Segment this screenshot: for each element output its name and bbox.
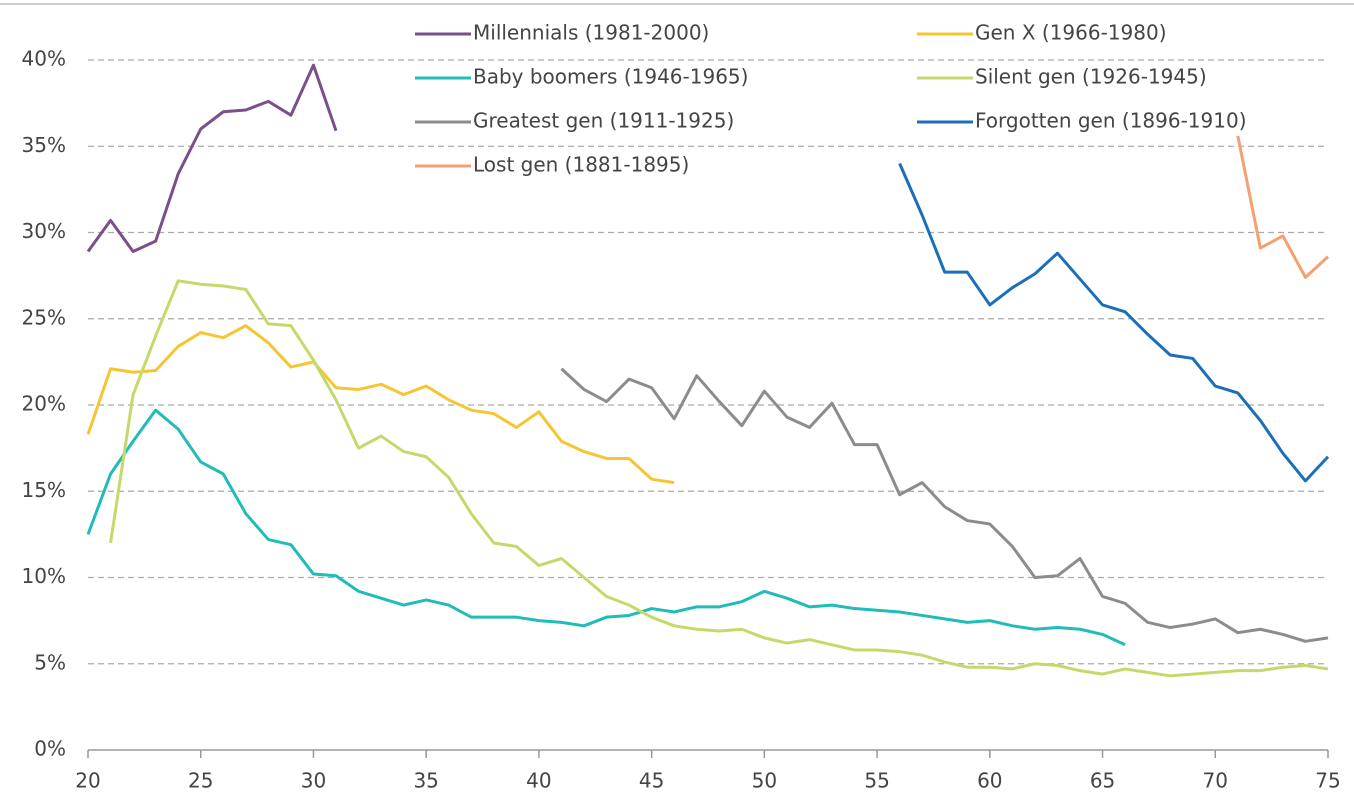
legend-label: Gen X (1966-1980) [975,21,1167,45]
series-line [109,279,1329,678]
x-tick-label: 70 [1203,769,1228,793]
x-tick-label: 30 [301,769,326,793]
legend-label: Silent gen (1926-1945) [975,65,1207,89]
legend-label: Greatest gen (1911-1925) [473,109,734,133]
x-tick-label: 75 [1315,769,1340,793]
y-tick-label: 5% [34,650,66,674]
y-tick-label: 30% [22,219,66,243]
series-line [1236,135,1330,279]
x-tick-label: 35 [413,769,438,793]
legend-label: Millennials (1981-2000) [473,21,709,45]
series-line [86,324,675,485]
series-line [560,367,1329,643]
y-tick-label: 0% [34,737,66,761]
y-tick-label: 15% [22,478,66,502]
x-tick-label: 50 [752,769,777,793]
series-line [898,162,1330,483]
legend-label: Forgotten gen (1896-1910) [975,109,1247,133]
x-tick-label: 20 [75,769,100,793]
y-tick-label: 20% [22,392,66,416]
y-tick-label: 35% [22,133,66,157]
y-tick-label: 25% [22,305,66,329]
y-tick-label: 10% [22,564,66,588]
x-tick-label: 25 [188,769,213,793]
legend-label: Lost gen (1881-1895) [473,153,689,177]
x-tick-label: 45 [639,769,664,793]
x-tick-label: 60 [977,769,1002,793]
series-line [86,408,1126,647]
series-line [86,63,338,253]
x-tick-label: 40 [526,769,551,793]
x-tick-label: 55 [864,769,889,793]
x-tick-label: 65 [1090,769,1115,793]
legend-label: Baby boomers (1946-1965) [473,65,748,89]
y-tick-label: 40% [22,47,66,71]
